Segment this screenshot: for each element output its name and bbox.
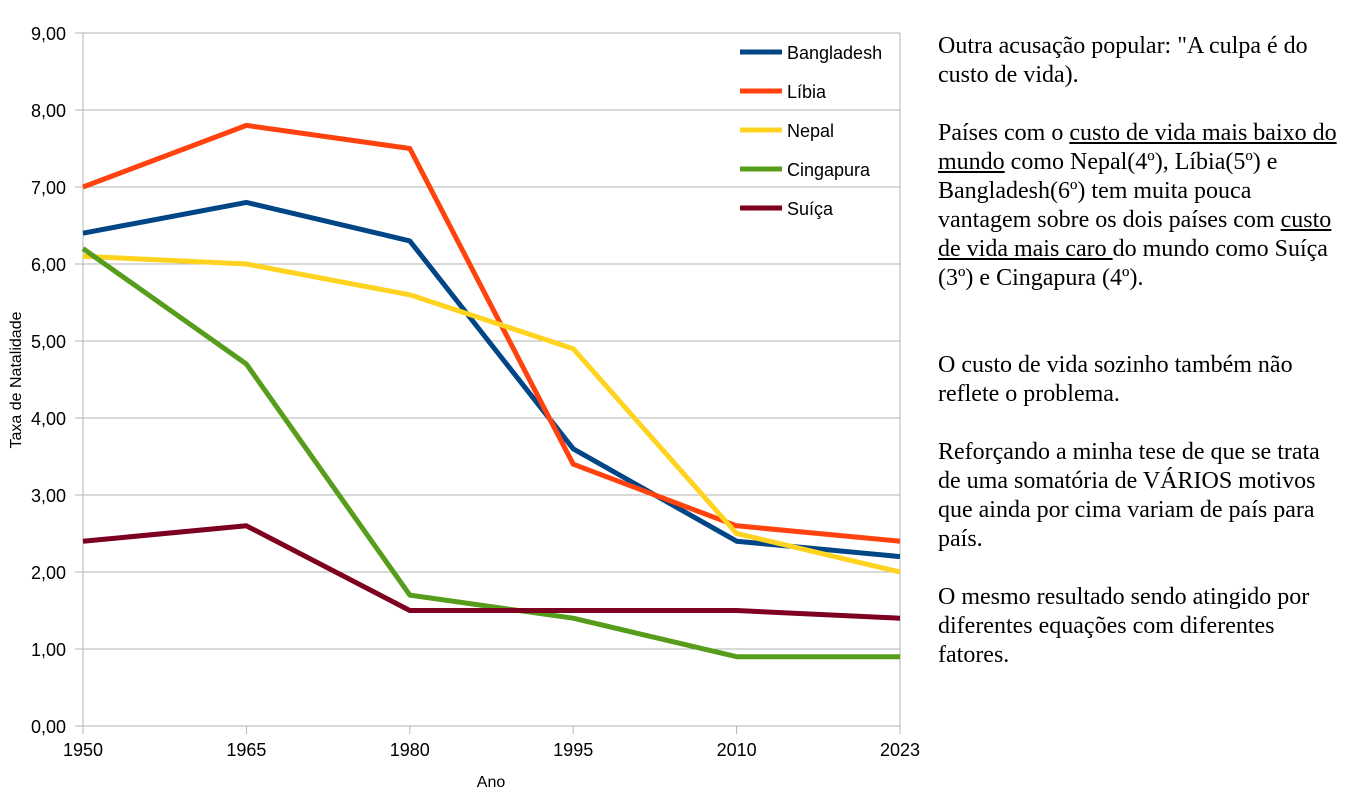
legend-label-nepal: Nepal (787, 121, 834, 141)
series-line-libia (82, 122, 901, 544)
birth-rate-line-chart: 0,00 1,00 2,00 3,00 4,00 5,00 6,00 7,00 8,00 9,00… (8, 24, 920, 791)
y-tick-label: 5,00 (31, 332, 66, 352)
axes (75, 32, 901, 734)
x-tick-label: 1995 (553, 740, 593, 760)
x-tick-labels: 1950 1965 1980 1995 2010 2023 (63, 740, 920, 760)
note-underline-cheapest: custo de vida mais baixo do mundo (938, 120, 1337, 175)
note-paragraph-2-part-a: Países com o (938, 120, 1070, 146)
y-tick-label: 0,00 (31, 717, 66, 737)
y-tick-label: 7,00 (31, 178, 66, 198)
y-tick-label: 2,00 (31, 563, 66, 583)
legend-label-libia: Líbia (787, 82, 827, 102)
y-tick-labels: 0,00 1,00 2,00 3,00 4,00 5,00 6,00 7,00 8,00 9,00 (31, 24, 66, 737)
x-tick-label: 2010 (717, 740, 757, 760)
commentary-text: Outra acusação popular: "A culpa é do cu… (938, 32, 1338, 670)
x-tick-label: 2023 (880, 740, 920, 760)
note-paragraph-3: O custo de vida sozinho também não refle… (938, 352, 1293, 407)
note-paragraph-2: Países com o custo de vida mais baixo do… (938, 119, 1338, 293)
note-paragraph-1: Outra acusação popular: "A culpa é do cu… (938, 33, 1308, 88)
y-axis-title: Taxa de Natalidade (8, 311, 25, 448)
note-paragraph-5: O mesmo resultado sendo atingido por dif… (938, 584, 1310, 668)
y-tick-label: 9,00 (31, 24, 66, 44)
y-tick-label: 6,00 (31, 255, 66, 275)
note-paragraph-2-part-c: do mundo como Suíça (3º) e Cingapura (4º… (938, 236, 1328, 291)
y-tick-label: 3,00 (31, 486, 66, 506)
x-tick-label: 1965 (226, 740, 266, 760)
series-line-suica (82, 523, 901, 621)
y-tick-label: 1,00 (31, 640, 66, 660)
series-line-bangladesh (82, 199, 901, 560)
y-tick-label: 4,00 (31, 409, 66, 429)
series-lines (81, 122, 901, 660)
x-axis-title: Ano (477, 774, 506, 791)
legend-label-cingapura: Cingapura (787, 160, 871, 180)
x-tick-label: 1950 (63, 740, 103, 760)
legend-label-suica: Suíça (787, 199, 834, 219)
legend: Bangladesh Líbia Nepal Cingapura Suíça (740, 43, 882, 219)
note-underline-most-expensive: custo de vida mais caro (938, 207, 1332, 262)
note-paragraph-4: Reforçando a minha tese de que se trata … (938, 439, 1320, 552)
series-line-nepal (82, 253, 901, 575)
note-paragraph-2-part-b: como Nepal(4º), Líbia(5º) e Bangladesh(6… (938, 149, 1281, 233)
y-tick-label: 8,00 (31, 101, 66, 121)
x-tick-label: 1980 (390, 740, 430, 760)
series-line-cingapura (81, 246, 900, 660)
legend-label-bangladesh: Bangladesh (787, 43, 882, 63)
